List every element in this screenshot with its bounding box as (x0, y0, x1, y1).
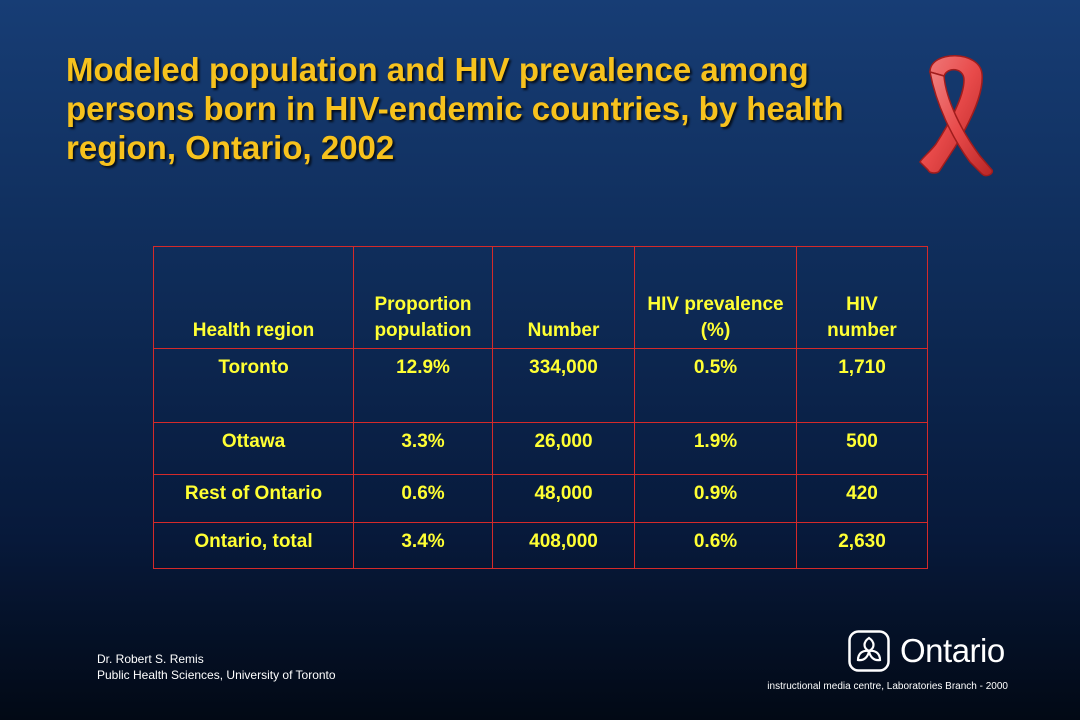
cell-proportion: 12.9% (353, 348, 493, 423)
table-header-row: Health region Proportion population Numb… (153, 246, 928, 349)
cell-number: 26,000 (492, 422, 635, 475)
hiv-prevalence-table: Health region Proportion population Numb… (153, 246, 928, 569)
table-row: Ottawa 3.3% 26,000 1.9% 500 (153, 422, 928, 475)
cell-hiv-prevalence: 0.5% (634, 348, 797, 423)
author-credit: Dr. Robert S. Remis Public Health Scienc… (97, 651, 336, 683)
cell-proportion: 3.3% (353, 422, 493, 475)
column-header-hiv-prevalence: HIV prevalence (%) (634, 246, 797, 349)
ontario-logo-text: Ontario (900, 632, 1005, 669)
cell-hiv-prevalence: 1.9% (634, 422, 797, 475)
ontario-trillium-icon (848, 630, 890, 672)
cell-proportion: 3.4% (353, 522, 493, 569)
cell-health-region: Ottawa (153, 422, 354, 475)
author-affiliation: Public Health Sciences, University of To… (97, 668, 336, 682)
column-header-proportion-population: Proportion population (353, 246, 493, 349)
cell-hiv-number: 2,630 (796, 522, 928, 569)
slide-title: Modeled population and HIV prevalence am… (66, 51, 844, 166)
table-row: Rest of Ontario 0.6% 48,000 0.9% 420 (153, 474, 928, 523)
cell-number: 408,000 (492, 522, 635, 569)
table-row: Ontario, total 3.4% 408,000 0.6% 2,630 (153, 522, 928, 569)
table-row: Toronto 12.9% 334,000 0.5% 1,710 (153, 348, 928, 423)
cell-hiv-prevalence: 0.9% (634, 474, 797, 523)
red-ribbon-icon (919, 55, 994, 177)
cell-hiv-number: 500 (796, 422, 928, 475)
ontario-logo: Ontario (848, 630, 1005, 672)
credit-note: instructional media centre, Laboratories… (767, 681, 1008, 692)
cell-hiv-number: 420 (796, 474, 928, 523)
cell-hiv-prevalence: 0.6% (634, 522, 797, 569)
column-header-number: Number (492, 246, 635, 349)
cell-hiv-number: 1,710 (796, 348, 928, 423)
cell-health-region: Ontario, total (153, 522, 354, 569)
cell-health-region: Rest of Ontario (153, 474, 354, 523)
column-header-health-region: Health region (153, 246, 354, 349)
author-name: Dr. Robert S. Remis (97, 652, 204, 666)
column-header-hiv-number: HIV number (796, 246, 928, 349)
cell-number: 48,000 (492, 474, 635, 523)
cell-number: 334,000 (492, 348, 635, 423)
cell-proportion: 0.6% (353, 474, 493, 523)
cell-health-region: Toronto (153, 348, 354, 423)
